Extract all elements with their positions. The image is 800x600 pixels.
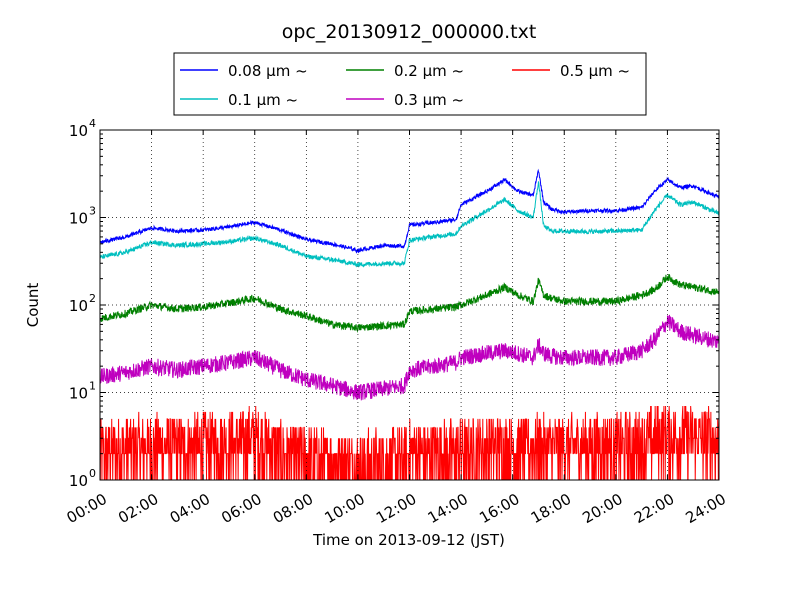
- x-tick-label: 16:00: [476, 490, 522, 527]
- y-tick-label: 10 4: [69, 117, 96, 140]
- legend-label: 0.3 μm ~: [394, 91, 464, 109]
- y-tick-label: 10 3: [69, 205, 96, 228]
- legend-entry: 0.3 μm ~: [346, 91, 464, 109]
- y-tick-exp: 3: [89, 205, 96, 218]
- legend-box: [173, 52, 647, 116]
- y-tick-base: 10: [69, 472, 88, 490]
- x-tick-label: 12:00: [373, 490, 419, 527]
- y-tick-exp: 0: [89, 467, 96, 480]
- y-tick-base: 10: [69, 297, 88, 315]
- y-tick-base: 10: [69, 122, 88, 140]
- tick-layer: [99, 129, 720, 481]
- y-tick-exp: 1: [89, 380, 96, 393]
- x-tick-label: 04:00: [167, 490, 213, 527]
- y-axis-label: Count: [24, 283, 42, 328]
- series-layer: [99, 168, 720, 481]
- x-tick-label: 00:00: [64, 490, 110, 527]
- x-tick-label: 20:00: [579, 490, 625, 527]
- legend-entries: 0.08 μm ~ 0.1 μm ~ 0.2 μm ~ 0.3 μm ~ 0.5 μm …: [180, 62, 630, 109]
- legend-entry: 0.1 μm ~: [180, 91, 298, 109]
- x-tick-label: 06:00: [218, 490, 264, 527]
- y-tick-exp: 4: [89, 117, 96, 130]
- x-tick-label: 18:00: [528, 490, 574, 527]
- x-tick-label: 22:00: [631, 490, 677, 527]
- legend-entry: 0.5 μm ~: [512, 62, 630, 80]
- legend-entry: 0.08 μm ~: [180, 62, 308, 80]
- y-tick-label: 10 2: [69, 292, 96, 315]
- chart-title: opc_20130912_000000.txt: [282, 21, 537, 43]
- legend: 0.08 μm ~ 0.1 μm ~ 0.2 μm ~ 0.3 μm ~ 0.5 μm …: [173, 52, 647, 116]
- y-tick-label: 10 0: [69, 467, 96, 490]
- legend-label: 0.08 μm ~: [228, 62, 308, 80]
- x-tick-label: 14:00: [425, 490, 471, 527]
- series-line-3: [99, 314, 720, 401]
- legend-label: 0.5 μm ~: [560, 62, 630, 80]
- x-tick-label: 02:00: [115, 490, 161, 527]
- series-line-1: [99, 181, 720, 268]
- y-tick-label: 10 1: [69, 380, 96, 403]
- series-line-4: [99, 406, 720, 481]
- x-tick-labels: 00:00 02:00 04:00 06:00 08:00 10:00 12:00 14:00…: [64, 490, 729, 527]
- x-tick-label: 10:00: [321, 490, 367, 527]
- legend-label: 0.1 μm ~: [228, 91, 298, 109]
- x-axis-label: Time on 2013-09-12 (JST): [312, 531, 505, 549]
- y-tick-base: 10: [69, 385, 88, 403]
- y-tick-exp: 2: [89, 292, 96, 305]
- x-tick-label: 24:00: [683, 490, 729, 527]
- legend-entry: 0.2 μm ~: [346, 62, 464, 80]
- legend-label: 0.2 μm ~: [394, 62, 464, 80]
- y-tick-base: 10: [69, 210, 88, 228]
- x-tick-label: 08:00: [270, 490, 316, 527]
